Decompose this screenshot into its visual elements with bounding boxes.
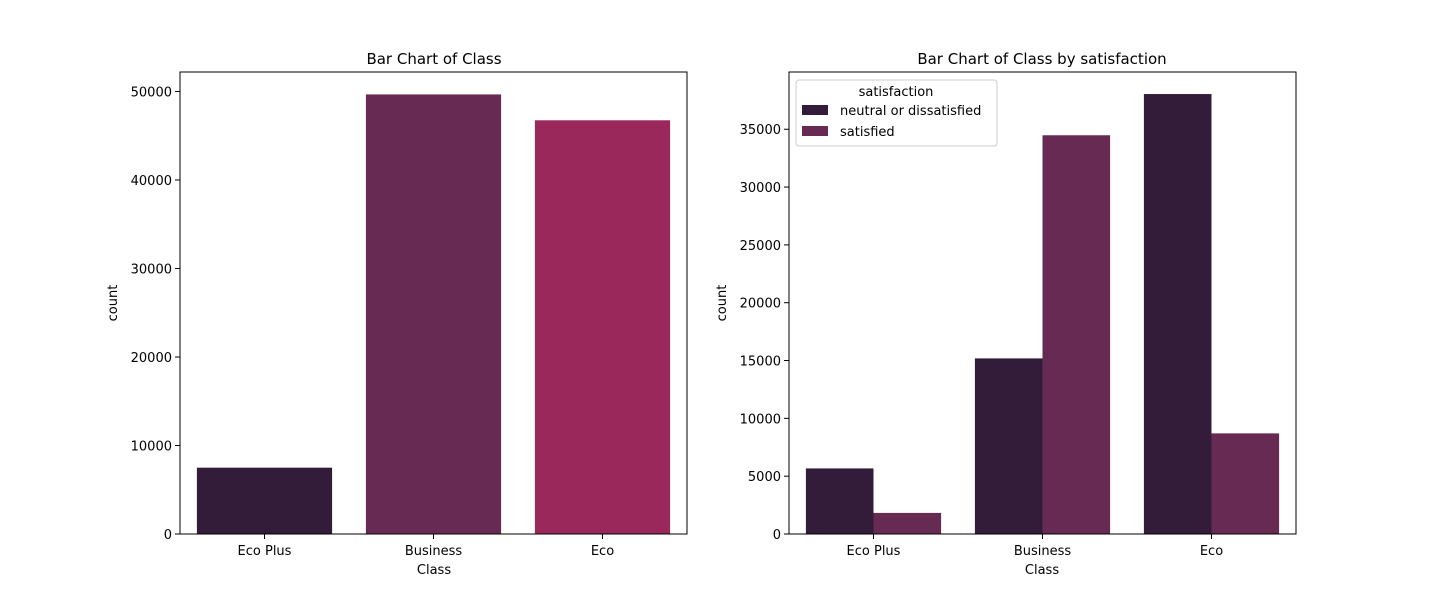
bars — [805, 94, 1280, 534]
legend-entry-satisfied: satisfied — [840, 125, 895, 140]
y-tick-label: 5000 — [748, 470, 781, 485]
y-tick-label: 35000 — [740, 123, 781, 138]
legend-swatch-neutral-or-dissatisfied — [802, 105, 828, 115]
x-axis-ticks: Eco Plus Business Eco — [238, 534, 614, 559]
chart-title: Bar Chart of Class — [366, 50, 501, 68]
chart-class-by-satisfaction: Bar Chart of Class by satisfaction 0 5000… — [715, 50, 1297, 578]
legend-frame — [795, 79, 998, 147]
chart-class-counts: Bar Chart of Class 0 10000 20000 30000 40000… — [106, 50, 688, 578]
y-axis-ticks: 0 10000 20000 30000 40000 50000 — [131, 85, 180, 543]
bar-eco-neutral-or-dissatisfied — [1143, 94, 1212, 534]
y-axis-label: count — [106, 285, 121, 322]
bar-eco-satisfied — [1211, 433, 1280, 534]
legend-swatch-satisfied — [802, 126, 828, 136]
y-tick-label: 15000 — [740, 355, 781, 370]
y-tick-label: 30000 — [740, 181, 781, 196]
bar-eco-plus — [196, 467, 333, 534]
x-axis-ticks: Eco Plus Business Eco — [847, 534, 1223, 559]
y-tick-label: 20000 — [131, 351, 172, 366]
legend: satisfaction neutral or dissatisfied sat… — [795, 79, 998, 147]
legend-title: satisfaction — [859, 85, 934, 100]
y-tick-label: 25000 — [740, 239, 781, 254]
bar-eco-plus-satisfied — [873, 512, 942, 534]
x-axis-label: Class — [417, 563, 451, 578]
bar-business-satisfied — [1042, 135, 1111, 534]
y-axis-label: count — [715, 285, 730, 322]
y-tick-label: 10000 — [740, 412, 781, 427]
bars — [196, 94, 671, 535]
y-tick-label: 0 — [773, 528, 781, 543]
x-tick-label: Eco — [591, 544, 614, 559]
bar-business — [365, 94, 502, 534]
bar-eco — [534, 120, 671, 535]
legend-entry-neutral-or-dissatisfied: neutral or dissatisfied — [840, 104, 981, 119]
x-tick-label: Eco — [1200, 544, 1223, 559]
y-axis-ticks: 0 5000 10000 15000 20000 25000 30000 35000 — [740, 123, 789, 543]
y-tick-label: 20000 — [740, 297, 781, 312]
y-tick-label: 40000 — [131, 174, 172, 189]
y-tick-label: 10000 — [131, 439, 172, 454]
bar-business-neutral-or-dissatisfied — [974, 358, 1043, 534]
y-tick-label: 0 — [164, 528, 172, 543]
x-tick-label: Business — [405, 544, 463, 559]
chart-title: Bar Chart of Class by satisfaction — [917, 50, 1166, 68]
bar-eco-plus-neutral-or-dissatisfied — [805, 468, 874, 534]
y-tick-label: 50000 — [131, 85, 172, 100]
x-tick-label: Eco Plus — [238, 544, 292, 559]
x-tick-label: Business — [1014, 544, 1072, 559]
y-tick-label: 30000 — [131, 262, 172, 277]
x-tick-label: Eco Plus — [847, 544, 901, 559]
x-axis-label: Class — [1025, 563, 1059, 578]
